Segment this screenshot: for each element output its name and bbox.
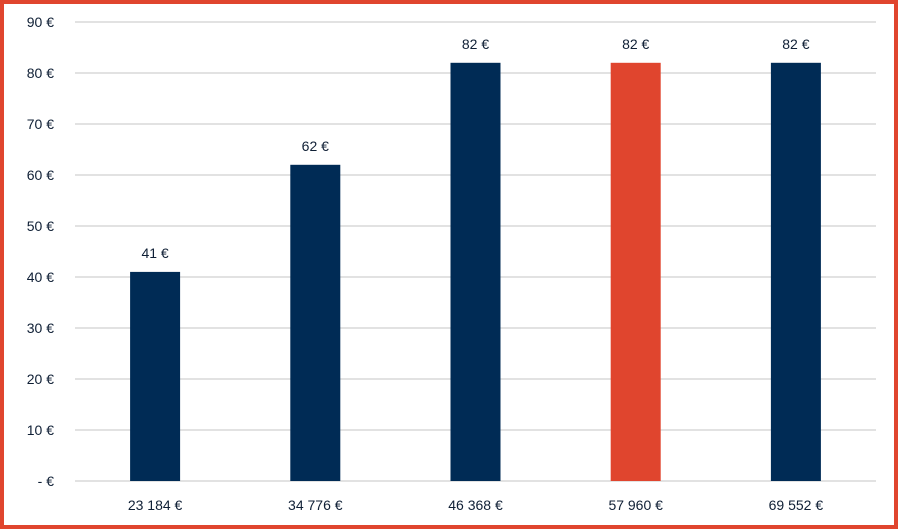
y-axis: - € 10 € 20 € 30 € 40 € 50 € 60 € 70 € 80 € 90 € [27, 14, 54, 489]
y-tick-label: 70 € [27, 116, 54, 132]
x-tick-label: 23 184 € [128, 497, 183, 513]
data-labels: 41 € 62 € 82 € 82 € 82 € [141, 36, 809, 261]
x-axis: 23 184 € 34 776 € 46 368 € 57 960 € 69 552 € [128, 497, 824, 513]
bar [450, 62, 501, 482]
bars [130, 62, 821, 482]
x-tick-label: 57 960 € [608, 497, 663, 513]
data-label: 41 € [141, 245, 168, 261]
data-label: 82 € [462, 36, 489, 52]
y-tick-label: 30 € [27, 320, 54, 336]
x-tick-label: 69 552 € [769, 497, 824, 513]
y-tick-label: 90 € [27, 14, 54, 30]
y-tick-label: 40 € [27, 269, 54, 285]
y-tick-label: 60 € [27, 167, 54, 183]
y-tick-label: 50 € [27, 218, 54, 234]
x-tick-label: 34 776 € [288, 497, 343, 513]
data-label: 82 € [622, 36, 649, 52]
y-tick-label: - € [38, 473, 55, 489]
bar [130, 271, 181, 481]
bar [610, 62, 661, 482]
y-tick-label: 20 € [27, 371, 54, 387]
data-label: 82 € [782, 36, 809, 52]
y-tick-label: 10 € [27, 422, 54, 438]
bar [290, 164, 341, 482]
data-label: 62 € [302, 138, 329, 154]
x-tick-label: 46 368 € [448, 497, 503, 513]
bar [770, 62, 821, 482]
y-tick-label: 80 € [27, 65, 54, 81]
